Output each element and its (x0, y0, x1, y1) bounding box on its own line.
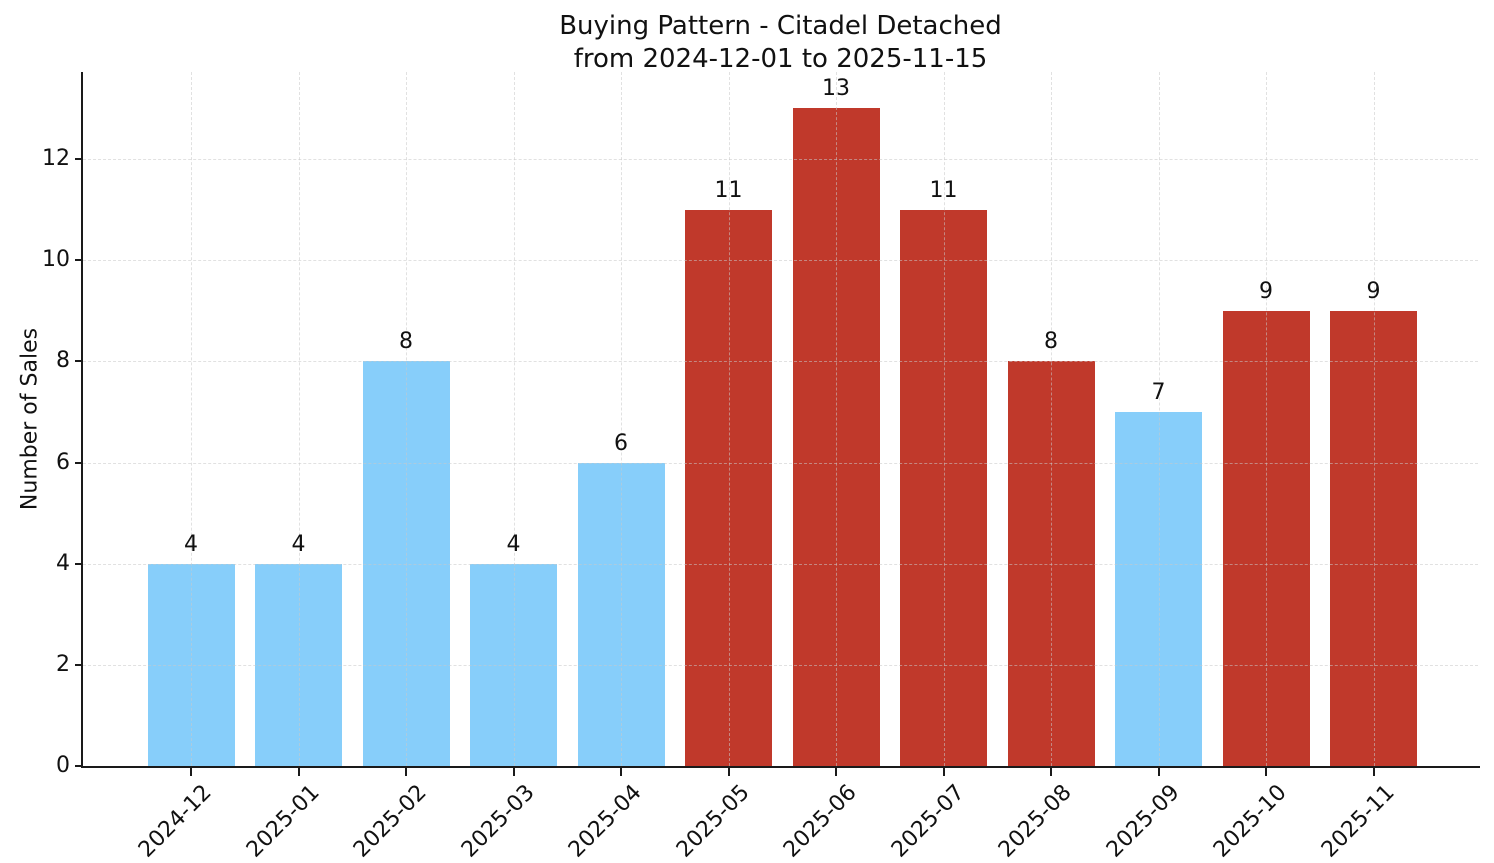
x-tick-label: 2025-11 (1316, 780, 1400, 863)
y-tick-label: 10 (42, 247, 70, 273)
x-tick-mark (512, 768, 515, 776)
x-tick-label: 2025-05 (671, 780, 755, 863)
x-tick-label: 2025-03 (456, 780, 540, 863)
x-tick-mark (942, 768, 945, 776)
bar-value-label: 4 (506, 531, 521, 557)
x-tick-label: 2025-10 (1209, 780, 1292, 863)
value-labels-layer: 4 4 8 4 6 11 13 11 8 7 9 9 (83, 72, 1478, 766)
x-tick-mark (1157, 768, 1160, 776)
bar-value-label: 7 (1151, 379, 1166, 405)
bar-value-label: 11 (929, 177, 958, 203)
bar-value-label: 9 (1366, 278, 1381, 304)
chart-title: Buying Pattern - Citadel Detached from 2… (83, 10, 1478, 76)
x-axis-line (81, 766, 1480, 768)
x-tick-label: 2025-07 (886, 780, 970, 863)
bar-value-label: 11 (714, 177, 743, 203)
y-tick-mark (75, 461, 83, 464)
x-tick-label: 2025-04 (564, 780, 647, 863)
y-tick-mark (75, 663, 83, 666)
chart-title-line1: Buying Pattern - Citadel Detached (559, 11, 1002, 41)
bar-value-label: 4 (291, 531, 306, 557)
x-tick-label: 2025-02 (349, 780, 432, 863)
bar-value-label: 13 (822, 76, 850, 102)
y-tick-mark (75, 360, 83, 363)
bar-value-label: 8 (1044, 329, 1058, 355)
plot-area: 4 4 8 4 6 11 13 11 8 7 9 9 (83, 72, 1478, 766)
y-tick-mark (75, 765, 83, 767)
x-tick-mark (297, 768, 300, 776)
x-tick-mark (190, 768, 192, 776)
x-tick-mark (835, 768, 837, 776)
bar-value-label: 4 (184, 531, 198, 557)
x-tick-mark (1265, 768, 1267, 776)
y-tick-label: 0 (56, 753, 70, 778)
x-tick-mark (1372, 768, 1375, 776)
y-tick-label: 6 (56, 449, 70, 475)
bar-value-label: 6 (614, 430, 628, 456)
bar-value-label: 9 (1259, 278, 1273, 304)
y-tick-mark (75, 158, 83, 160)
y-tick-mark (75, 259, 83, 262)
x-tick-mark (405, 768, 407, 776)
chart-title-line2: from 2024-12-01 to 2025-11-15 (573, 44, 988, 74)
x-tick-label: 2025-09 (1101, 780, 1185, 863)
y-tick-label: 8 (56, 348, 70, 374)
x-tick-mark (727, 768, 730, 776)
x-tick-label: 2025-06 (779, 780, 862, 863)
x-tick-mark (1050, 768, 1052, 776)
y-tick-label: 4 (56, 550, 70, 576)
y-tick-mark (75, 562, 83, 565)
x-tick-label: 2025-01 (241, 780, 325, 863)
y-tick-label: 2 (56, 651, 70, 677)
x-tick-mark (620, 768, 622, 776)
bar-value-label: 8 (399, 329, 413, 355)
x-tick-label: 2024-12 (134, 780, 217, 863)
x-tick-label: 2025-08 (994, 780, 1077, 863)
y-tick-label: 12 (42, 146, 70, 171)
y-axis-line (81, 72, 83, 768)
